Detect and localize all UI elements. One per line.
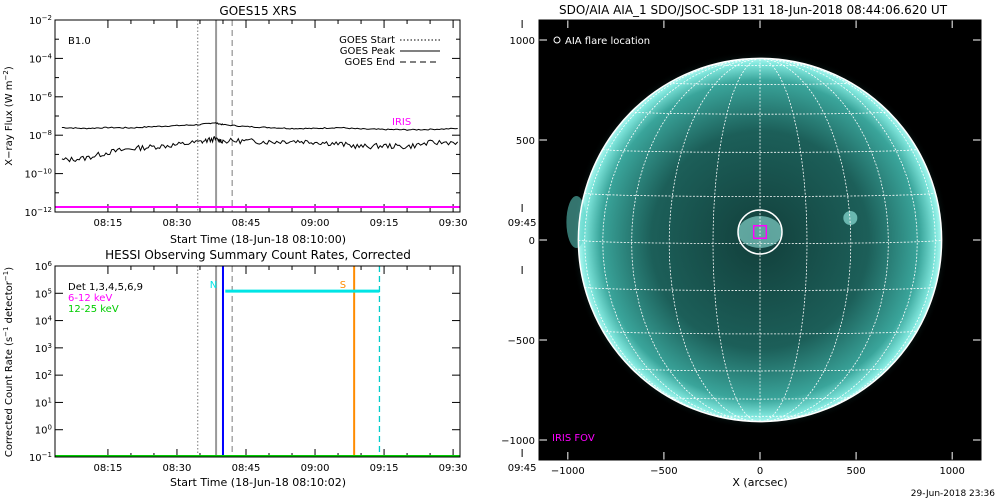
hessi-legend-label: 6-12 keV <box>68 293 112 304</box>
aia-iris-fov-label: IRIS FOV <box>552 433 595 444</box>
hessi-x-tick-label: 09:15 <box>370 463 399 474</box>
aia-longitude-line <box>668 58 761 422</box>
aia-x-tick-label: −500 <box>650 466 677 477</box>
hessi-y-tick-label: 105 <box>35 287 52 300</box>
aia-y-tick-label: 500 <box>516 136 535 147</box>
goes-plot-frame <box>54 19 461 213</box>
aia-title: SDO/AIA AIA_1 SDO/JSOC-SDP 131 18-Jun-20… <box>559 3 948 17</box>
aia-longitude-line <box>759 58 852 422</box>
aia-longitude-line <box>584 58 761 422</box>
hessi-x-tick-label: 08:30 <box>163 463 192 474</box>
hessi-flag-label-n: N <box>210 280 217 291</box>
hessi-y-tick-label: 103 <box>35 342 52 355</box>
hessi-y-tick-label: 101 <box>35 396 52 409</box>
hessi-x-tick-label: 09:45 <box>508 463 537 474</box>
aia-y-tick-label: −500 <box>508 336 535 347</box>
hessi-axis-ticks: 08:15 08:30 08:45 09:00 09:15 09:30 09:45 10−1 1… <box>29 260 537 474</box>
hessi-y-tick-label: 10−1 <box>29 451 52 464</box>
aia-legend-symbol <box>553 36 561 44</box>
hessi-time-markers <box>197 266 381 457</box>
goes-x-tick-label: 08:15 <box>94 218 123 229</box>
footer-timestamp: 29-Jun-2018 23:36 <box>911 489 995 499</box>
goes-x-tick-label: 09:30 <box>439 218 468 229</box>
hessi-xlabel: Start Time (18-Jun-18 08:10:02) <box>170 476 346 489</box>
hessi-panel: HESSI Observing Summary Count Rates, Cor… <box>2 248 537 489</box>
aia-lat-long-grid <box>578 58 942 422</box>
hessi-y-tick-label: 104 <box>35 315 53 328</box>
aia-longitude-line <box>759 58 918 422</box>
aia-latitude-line <box>631 111 889 115</box>
goes-y-tick-label: 10−12 <box>24 206 52 219</box>
goes-x-tick-label: 09:45 <box>508 218 537 229</box>
goes-y-tick-label: 10−4 <box>29 52 53 65</box>
aia-x-tick-label: −1000 <box>551 466 585 477</box>
aia-image-panel: SDO/AIA AIA_1 SDO/JSOC-SDP 131 18-Jun-20… <box>501 3 982 489</box>
aia-longitude-line <box>712 58 761 422</box>
goes-legend-label: GOES Start <box>339 35 395 46</box>
hessi-plot-frame <box>54 265 461 458</box>
aia-sun-image <box>566 50 950 430</box>
goes-ylabel: X−ray Flux (W m−2) <box>2 66 15 166</box>
goes-x-tick-label: 09:00 <box>301 218 330 229</box>
aia-legend-label: AIA flare location <box>565 36 650 47</box>
goes-y-tick-label: 10−10 <box>24 168 52 181</box>
hessi-y-tick-label: 100 <box>35 424 52 437</box>
goes-y-tick-label: 10−8 <box>29 129 52 142</box>
hessi-title: HESSI Observing Summary Count Rates, Cor… <box>105 248 411 262</box>
goes-x-tick-label: 08:45 <box>232 218 261 229</box>
hessi-legend-label: Det 1,3,4,5,6,9 <box>68 282 143 293</box>
aia-latitude-line <box>668 396 852 400</box>
hessi-x-tick-label: 09:00 <box>301 463 330 474</box>
goes-title: GOES15 XRS <box>219 4 296 18</box>
hessi-x-tick-label: 08:15 <box>94 463 123 474</box>
aia-axis-ticks: −1000 −500 0 500 1000 −1000 −500 0 500 1000 <box>501 20 981 477</box>
aia-flare-location-circle <box>737 209 783 255</box>
goes-series-long <box>61 122 458 131</box>
aia-latitude-line <box>602 148 918 153</box>
aia-limb-bright-region <box>566 196 587 248</box>
goes-series-short <box>61 136 459 163</box>
aia-xlabel: X (arcsec) <box>732 476 787 489</box>
hessi-x-tick-label: 08:45 <box>232 463 261 474</box>
hessi-y-tick-label: 102 <box>35 369 52 382</box>
aia-y-tick-label: 1000 <box>510 36 535 47</box>
goes-xrs-panel: GOES15 XRS 08:15 08:30 08:45 09:00 09:15 09:3… <box>2 4 537 246</box>
hessi-legend-label: 12-25 keV <box>68 304 119 315</box>
goes-xlabel: Start Time (18-Jun-18 08:10:00) <box>170 233 346 246</box>
goes-iris-label: IRIS <box>392 117 411 128</box>
goes-class-label: B1.0 <box>68 36 91 47</box>
aia-bright-point <box>843 211 858 225</box>
goes-legend-label: GOES End <box>345 57 395 68</box>
goes-x-tick-label: 08:30 <box>163 218 192 229</box>
hessi-x-tick-label: 09:30 <box>439 463 468 474</box>
aia-plot-frame <box>538 19 982 461</box>
aia-x-tick-label: 500 <box>847 466 866 477</box>
aia-y-tick-label: −1000 <box>501 436 535 447</box>
aia-iris-fov-box <box>752 224 768 240</box>
aia-longitude-line <box>759 58 936 422</box>
goes-axis-ticks: 08:15 08:30 08:45 09:00 09:15 09:30 09:45 10−12… <box>24 14 536 229</box>
aia-limb-outline <box>577 57 943 423</box>
aia-x-tick-label: 1000 <box>939 466 964 477</box>
aia-longitude-line <box>602 58 761 422</box>
goes-x-tick-label: 09:15 <box>370 218 399 229</box>
hessi-ylabel: Corrected Count Rate (s−1 detector−1) <box>2 267 15 457</box>
goes-time-markers <box>197 20 233 212</box>
hessi-y-tick-label: 106 <box>35 260 53 273</box>
aia-x-tick-label: 0 <box>757 466 763 477</box>
goes-y-tick-label: 10−2 <box>29 14 52 27</box>
hessi-flag-label-s: S <box>340 280 346 291</box>
aia-longitude-line <box>759 58 808 422</box>
goes-legend-label: GOES Peak <box>340 46 395 57</box>
goes-series-group <box>61 122 459 163</box>
aia-y-tick-label: 0 <box>529 236 535 247</box>
goes-y-tick-label: 10−6 <box>29 91 53 104</box>
